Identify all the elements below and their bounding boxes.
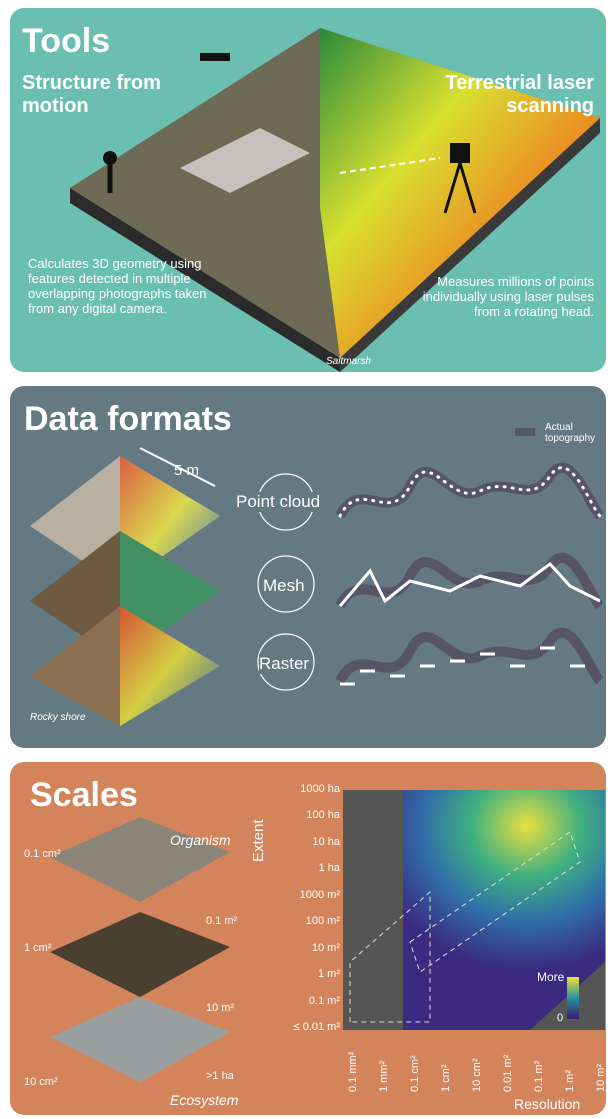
x-tick-label: 10 m² [595, 1063, 606, 1092]
resolution-label: 10 cm² [24, 1076, 58, 1088]
laser-terrain [320, 28, 600, 358]
description: Measures millions of points individually… [422, 274, 594, 319]
panel-label: Ecosystem [170, 1092, 239, 1108]
y-tick-label: ≤ 0.01 m² [293, 1021, 340, 1033]
x-tick-label: 0.1 cm² [409, 1055, 421, 1092]
topography [335, 552, 604, 610]
tripod [443, 162, 462, 214]
title: Tools [22, 22, 111, 60]
x-tick-label: 1 mm² [378, 1060, 390, 1092]
x-tick-label: 0.1 mm² [347, 1051, 359, 1092]
extent-label: >1 ha [206, 1070, 234, 1082]
extent-label: 0.1 m² [206, 915, 238, 927]
format-label: Point cloud [236, 492, 321, 512]
tripod [458, 162, 477, 214]
method-envelopes [349, 831, 581, 1023]
y-tick-label: 0.1 m² [308, 994, 340, 1007]
format-label: Mesh [263, 576, 305, 596]
panel-label: Organism [170, 832, 231, 848]
title: Scales [30, 776, 138, 814]
ecosystem-tile [50, 997, 230, 1082]
heading: Structure from motion [22, 72, 161, 117]
axis-title: Resolution [514, 1096, 581, 1112]
mesh-line [338, 561, 601, 607]
person-icon [103, 151, 117, 165]
y-tick-label: 100 ha [306, 809, 340, 822]
topography [335, 627, 604, 685]
raster-line [340, 646, 585, 686]
tools-panel: Tools Structure from motion Terrestrial … [10, 8, 606, 372]
x-tick-label: 0.1 m² [533, 1060, 545, 1092]
photo-footprint [180, 128, 310, 193]
site-label: Saltmarsh [326, 356, 372, 367]
resolution-label: 0.1 cm² [24, 848, 61, 860]
scale-label: 5 m [174, 462, 200, 479]
legend-bar [567, 977, 579, 1019]
x-tick-label: 10 cm² [471, 1058, 483, 1092]
y-tick-label: 1 m² [318, 968, 340, 981]
legend-label: 0 [557, 1012, 564, 1024]
y-tick-label: 1000 m² [299, 888, 340, 901]
formats-illustration [30, 428, 604, 726]
scanner-icon [450, 143, 470, 163]
tools-illustration [70, 28, 600, 372]
x-tick-label: 0.01 m² [502, 1054, 514, 1092]
y-tick-label: 1 ha [318, 862, 340, 875]
y-tick-label: 1000 ha [300, 783, 340, 795]
heading: Terrestrial laser scanning [445, 72, 594, 117]
topography [335, 462, 604, 520]
drone-icon [200, 53, 230, 61]
block-side [340, 118, 600, 372]
x-tick-label: 1 m² [564, 1070, 576, 1092]
no-data-region [343, 790, 403, 1030]
legend-label: Actual topography [545, 422, 596, 444]
scales-illustration [50, 790, 605, 1082]
extent-label: 10 m² [206, 1002, 235, 1014]
y-tick-label: 100 m² [305, 915, 340, 928]
scales-panel: Scales Organism Ecosystem 0.1 cm² 1 cm² … [10, 762, 606, 1115]
y-tick-label: 10 ha [312, 835, 340, 848]
organism-tile [50, 817, 230, 902]
description: Calculates 3D geometry using features de… [28, 256, 207, 316]
laser-arrow [339, 157, 441, 174]
title: Data formats [24, 400, 232, 438]
scale-arrow [139, 447, 216, 487]
site-label: Rocky shore [30, 712, 86, 723]
format-label: Raster [259, 654, 310, 674]
x-tick-label: 1 cm² [440, 1064, 452, 1093]
layer-stack [30, 456, 220, 726]
mid-tile [50, 912, 230, 997]
block-side [70, 188, 340, 372]
legend-label: More [537, 970, 565, 984]
formats-panel: Data formats 5 m Actual topography Point… [10, 386, 606, 748]
axis-title: Extent [250, 819, 267, 862]
y-tick-label: 10 m² [311, 941, 340, 954]
resolution-label: 1 cm² [24, 942, 52, 954]
